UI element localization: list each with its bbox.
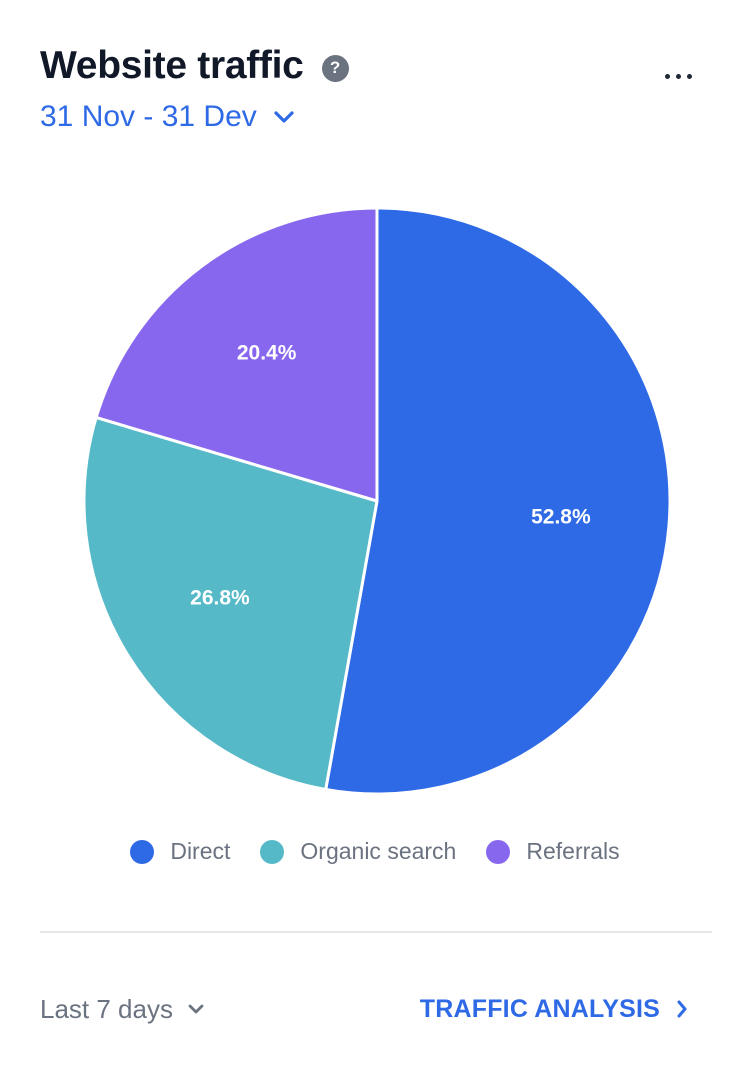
legend-label: Referrals xyxy=(526,838,620,864)
legend-dot-organic-search xyxy=(260,839,285,864)
ellipsis-icon xyxy=(675,73,681,79)
legend-item-direct[interactable]: Direct xyxy=(130,838,230,865)
legend-item-organic-search[interactable]: Organic search xyxy=(260,838,456,865)
legend-label: Direct xyxy=(170,838,231,864)
more-options-button[interactable] xyxy=(658,58,698,94)
ellipsis-icon xyxy=(686,73,692,79)
chevron-right-icon xyxy=(677,1000,687,1018)
pie-slice-direct[interactable] xyxy=(324,206,672,796)
pie-slice-organic-search[interactable] xyxy=(82,415,379,791)
divider xyxy=(40,931,712,933)
chevron-down-icon xyxy=(188,1004,204,1014)
pie-chart: 52.8% 26.8% 20.4% xyxy=(82,206,672,796)
period-label: Last 7 days xyxy=(40,993,173,1024)
card-title: Website traffic xyxy=(40,44,304,87)
date-range-label: 31 Nov - 31 Dev xyxy=(40,100,257,133)
legend-label: Organic search xyxy=(300,838,457,864)
slice-label-referrals: 20.4% xyxy=(237,342,297,365)
legend-dot-referrals xyxy=(486,839,511,864)
traffic-analysis-link[interactable]: TRAFFIC ANALYSIS xyxy=(420,988,688,1030)
pie-slice-referrals[interactable] xyxy=(94,206,379,503)
slice-label-direct: 52.8% xyxy=(531,506,591,529)
chevron-down-icon xyxy=(274,111,294,123)
traffic-analysis-label: TRAFFIC ANALYSIS xyxy=(419,994,660,1023)
chart-legend: Direct Organic search Referrals xyxy=(0,838,750,865)
legend-item-referrals[interactable]: Referrals xyxy=(486,838,620,865)
question-circle-icon[interactable]: ? xyxy=(321,54,349,82)
legend-dot-direct xyxy=(130,839,155,864)
period-dropdown[interactable]: Last 7 days xyxy=(40,988,205,1030)
slice-label-organic-search: 26.8% xyxy=(190,586,250,609)
ellipsis-icon xyxy=(664,73,670,79)
header: Website traffic ? xyxy=(40,38,349,94)
date-range-dropdown[interactable]: 31 Nov - 31 Dev xyxy=(40,96,295,138)
